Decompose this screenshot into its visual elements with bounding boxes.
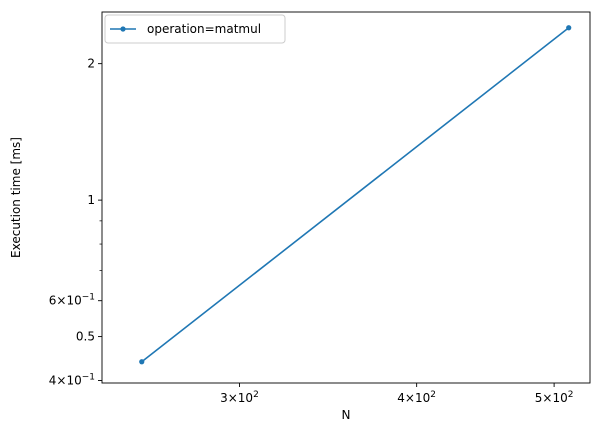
legend: operation=matmul <box>104 14 286 44</box>
data-point <box>139 359 145 365</box>
x-axis-ticks: 3×102 4×102 5×102 <box>220 383 573 405</box>
legend-label: operation=matmul <box>147 22 261 36</box>
y-tick-label: 6×10−1 <box>49 293 95 308</box>
y-tick-label: 1 <box>87 193 95 207</box>
series-line-0 <box>141 27 570 363</box>
plot-frame <box>101 11 591 384</box>
y-tick-label: 2 <box>87 57 95 71</box>
legend-box <box>104 14 286 44</box>
data-point <box>566 25 572 31</box>
x-tick-label: 4×102 <box>397 390 436 405</box>
legend-marker <box>120 26 126 32</box>
x-axis-label: N <box>342 408 351 422</box>
y-tick-label: 4×10−1 <box>49 373 95 388</box>
y-axis-label: Execution time [ms] <box>9 137 23 258</box>
plot-layer <box>139 25 572 365</box>
x-tick-label: 5×102 <box>535 390 574 405</box>
x-tick-label: 3×102 <box>220 390 259 405</box>
y-axis-ticks: 4×10−1 0.5 6×10−1 1 2 <box>49 57 102 388</box>
y-tick-label: 0.5 <box>76 330 95 344</box>
